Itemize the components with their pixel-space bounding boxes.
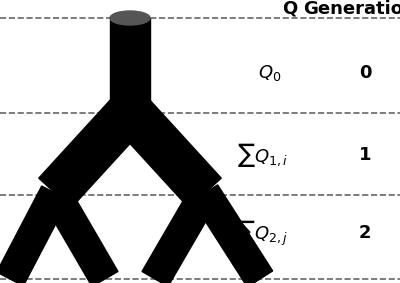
Text: $Q_0$: $Q_0$	[258, 63, 282, 83]
Polygon shape	[114, 96, 221, 208]
Polygon shape	[39, 96, 146, 208]
Text: Q: Q	[282, 0, 298, 18]
Polygon shape	[142, 185, 218, 283]
Text: 0: 0	[359, 64, 371, 82]
Text: $\sum Q_{2,j}$: $\sum Q_{2,j}$	[237, 218, 289, 248]
Polygon shape	[110, 18, 150, 111]
Text: Generation: Generation	[304, 0, 400, 18]
Polygon shape	[42, 185, 118, 283]
Text: 1: 1	[359, 146, 371, 164]
Polygon shape	[192, 185, 273, 283]
Text: $\sum Q_{1,i}$: $\sum Q_{1,i}$	[237, 141, 289, 169]
Text: 2: 2	[359, 224, 371, 242]
Ellipse shape	[110, 11, 150, 25]
Polygon shape	[0, 186, 68, 283]
